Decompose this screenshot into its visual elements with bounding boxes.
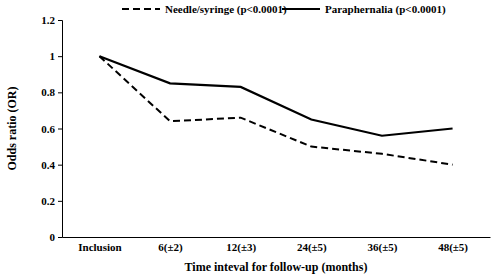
x-tick-label: 12(±3) bbox=[226, 241, 256, 254]
x-tick-label: 6(±2) bbox=[158, 241, 183, 254]
y-tick-label: 0.8 bbox=[41, 86, 55, 98]
legend-swatch bbox=[282, 8, 320, 10]
x-axis-title: Time inteval for follow-up (months) bbox=[185, 260, 368, 274]
x-axis: Inclusion 6(±2) 12(±3) 24(±5) 36(±5) 48(±5) bbox=[63, 237, 491, 254]
y-tick-label: 0.4 bbox=[41, 159, 55, 171]
x-axis-line bbox=[63, 237, 491, 238]
legend: Needle/syringe (p<0.0001) Paraphernalia (… bbox=[122, 3, 446, 16]
x-tick: 24(±5) bbox=[297, 237, 327, 254]
y-tick-mark bbox=[58, 20, 62, 21]
x-tick: 6(±2) bbox=[158, 237, 183, 254]
y-tick: 0.6 bbox=[41, 123, 62, 135]
y-tick: 1.2 bbox=[41, 14, 62, 26]
y-tick-mark bbox=[58, 129, 62, 130]
y-tick: 0.4 bbox=[41, 159, 62, 171]
y-tick: 0.8 bbox=[41, 86, 62, 98]
series-line bbox=[99, 56, 452, 136]
x-tick: 48(±5) bbox=[438, 237, 468, 254]
y-tick-mark bbox=[58, 92, 62, 93]
y-tick-label: 0 bbox=[50, 231, 56, 243]
x-tick: 36(±5) bbox=[368, 237, 398, 254]
y-tick-label: 1.2 bbox=[41, 14, 55, 26]
x-tick: 12(±3) bbox=[226, 237, 256, 254]
legend-label: Needle/syringe (p<0.0001) bbox=[165, 3, 287, 16]
legend-item: Needle/syringe (p<0.0001) bbox=[122, 3, 287, 16]
x-tick-label: Inclusion bbox=[78, 241, 121, 253]
y-tick: 1 bbox=[50, 50, 63, 62]
y-tick: 0.2 bbox=[41, 195, 62, 207]
chart: 0 0.2 0.4 0.6 0.8 1 1.2 Inclusion 6(±2) 12(±3) 24(… bbox=[0, 0, 500, 277]
y-tick-label: 0.6 bbox=[41, 123, 55, 135]
legend-item: Paraphernalia (p<0.0001) bbox=[282, 3, 446, 16]
y-axis-line bbox=[58, 21, 63, 238]
y-tick-mark bbox=[58, 201, 62, 202]
y-tick-mark bbox=[58, 56, 62, 57]
lines bbox=[99, 56, 452, 165]
y-axis-title: Odds ratio (OR) bbox=[5, 86, 19, 170]
series-line bbox=[99, 56, 452, 165]
y-tick: 0 bbox=[50, 231, 63, 243]
y-tick-mark bbox=[58, 237, 62, 238]
x-tick-label: 48(±5) bbox=[438, 241, 468, 254]
x-tick-label: 36(±5) bbox=[368, 241, 398, 254]
legend-label: Paraphernalia (p<0.0001) bbox=[325, 3, 446, 16]
y-tick-mark bbox=[58, 165, 62, 166]
legend-swatch bbox=[122, 8, 160, 10]
plot-area: 0 0.2 0.4 0.6 0.8 1 1.2 Inclusion 6(±2) 12(±3) 24(… bbox=[41, 14, 490, 254]
y-axis: 0 0.2 0.4 0.6 0.8 1 1.2 bbox=[41, 14, 62, 243]
y-tick-label: 1 bbox=[50, 50, 56, 62]
x-tick: Inclusion bbox=[78, 237, 121, 253]
y-tick-label: 0.2 bbox=[41, 195, 55, 207]
x-tick-label: 24(±5) bbox=[297, 241, 327, 254]
